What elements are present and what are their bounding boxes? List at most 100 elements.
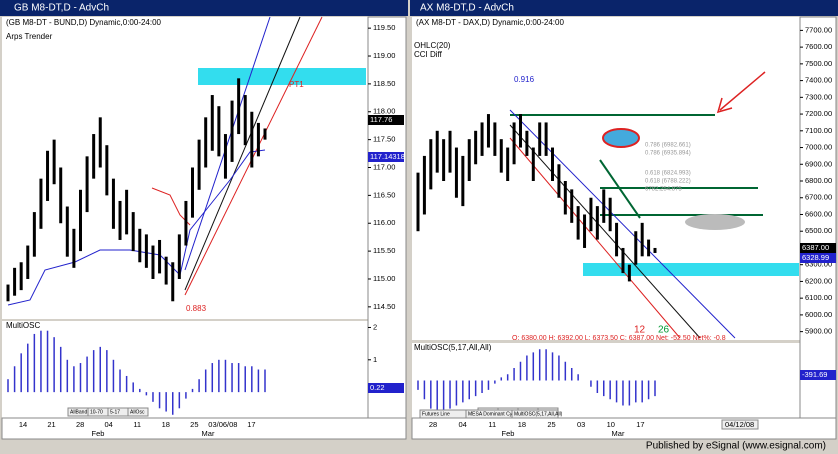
left-titlebar[interactable] xyxy=(0,0,408,16)
y-tick-label: 114.50 xyxy=(373,302,395,311)
y-tick-label: 115.50 xyxy=(373,246,395,255)
ohlc-stats: O: 6380.00 H: 6392.00 L: 6373.50 C: 6387… xyxy=(512,335,726,342)
y-tick-label: 7100.00 xyxy=(805,126,832,135)
fib-label: 0.786 (6982.661) xyxy=(645,143,691,149)
month-label: Mar xyxy=(612,429,625,438)
y-tick-label: 117.50 xyxy=(373,135,395,144)
price-tag-bg xyxy=(368,152,404,162)
date-label: 10 xyxy=(607,420,615,429)
left-date-axis xyxy=(1,417,407,440)
price-tag-bg xyxy=(800,243,836,253)
left-price-pane xyxy=(2,17,368,319)
window-title: AX M8-DT,D - AdvCh xyxy=(420,3,514,14)
date-label: 03 xyxy=(577,420,585,429)
date-label: 04 xyxy=(104,420,112,429)
fib-label: 0.786 (6935.894) xyxy=(645,151,691,157)
date-label: 14 xyxy=(19,420,27,429)
y-tick-label: 7000.00 xyxy=(805,143,832,152)
bottom-tab-label: MESA Dominant Cycle xyxy=(468,411,519,417)
tab[interactable] xyxy=(127,407,149,417)
bottom-tab-label: Futures Line xyxy=(422,411,450,417)
y-tick-label: 119.00 xyxy=(373,51,395,60)
date-label: 28 xyxy=(76,420,84,429)
y-tick-label: 115.00 xyxy=(373,274,395,283)
channel-line xyxy=(509,137,681,339)
level-line xyxy=(599,159,641,219)
y-tick-label: 6000.00 xyxy=(805,310,832,319)
annotation: 26 xyxy=(658,325,670,336)
date-box xyxy=(721,419,759,430)
target-zone xyxy=(198,68,366,85)
price-tag-bg xyxy=(368,115,404,125)
y-tick-label: 7600.00 xyxy=(805,42,832,51)
price-tag: -391.69 xyxy=(802,370,827,379)
target-ellipse xyxy=(685,214,745,230)
date-label: 11 xyxy=(488,420,496,429)
arrow xyxy=(719,71,766,111)
price-tag: 6387.00 xyxy=(802,243,829,252)
y-tick-label: 5900.00 xyxy=(805,327,832,336)
y-tick-label: 7200.00 xyxy=(805,109,832,118)
tab-label: AllOsc xyxy=(130,409,145,415)
price-tag: 117.76 xyxy=(370,115,392,124)
date-label: 03/06/08 xyxy=(208,420,237,429)
month-label: Mar xyxy=(202,429,215,438)
price-tag-bg xyxy=(368,383,404,393)
annotation: PT1 xyxy=(289,80,304,89)
month-label: Feb xyxy=(502,429,515,438)
study-name: CCI Diff xyxy=(414,50,443,59)
trend-line xyxy=(184,16,323,296)
y-tick-label: 7400.00 xyxy=(805,76,832,85)
arrow-head xyxy=(716,97,733,114)
y-tick-label: 118.50 xyxy=(373,79,395,88)
y-tick-label: 117.00 xyxy=(373,162,395,171)
bottom-tab-label: MultiOSC(5,17,All,All) xyxy=(514,411,563,417)
price-tag: 0.22 xyxy=(370,383,385,392)
y-tick-label: 7500.00 xyxy=(805,59,832,68)
price-tag: 117.14318 xyxy=(370,152,405,161)
date-label: 17 xyxy=(247,420,255,429)
chart-header: (AX M8-DT - DAX,D) Dynamic,0:00-24:00 xyxy=(416,18,564,27)
osc-title: MultiOSC(5,17,All,All) xyxy=(414,343,492,352)
footer: Published by eSignal (www.esignal.com) xyxy=(646,441,826,452)
trend-line xyxy=(184,16,271,271)
y-tick-label: 118.00 xyxy=(373,107,395,116)
month-label: Feb xyxy=(92,429,105,438)
right-osc-pane xyxy=(412,343,800,418)
right-titlebar[interactable] xyxy=(410,0,838,16)
y-tick-label: 6900.00 xyxy=(805,159,832,168)
y-tick-label: 6100.00 xyxy=(805,293,832,302)
annotation: 12 xyxy=(634,325,646,336)
y-tick-label: 116.50 xyxy=(373,190,395,199)
date-label: 21 xyxy=(47,420,55,429)
fib-label: 0.618 (6824.993) xyxy=(645,171,691,177)
price-tag-bg xyxy=(800,370,836,380)
tab-label: 10-70 xyxy=(90,409,103,415)
chart-header: (GB M8-DT - BUND,D) Dynamic,0:00-24:00 xyxy=(6,18,162,27)
study-name: OHLC(20) xyxy=(414,41,451,50)
annotation: 0.883 xyxy=(186,304,207,313)
y-tick-label: 6300.00 xyxy=(805,260,832,269)
date-box-label: 04/12/08 xyxy=(725,420,754,429)
right-axis xyxy=(799,16,837,419)
y-tick-label: 6200.00 xyxy=(805,276,832,285)
y-tick-label: 7700.00 xyxy=(805,25,832,34)
osc-tick-label: 1 xyxy=(373,355,377,364)
date-label: 18 xyxy=(162,420,170,429)
channel-line xyxy=(509,124,701,339)
y-tick-label: 116.00 xyxy=(373,218,395,227)
date-label: 25 xyxy=(190,420,198,429)
annotation: 0.916 xyxy=(514,75,535,84)
osc-tick-label: 2 xyxy=(373,322,377,331)
bottom-tab[interactable] xyxy=(511,409,559,419)
window-title: GB M8-DT,D - AdvCh xyxy=(14,3,109,14)
y-tick-label: 119.50 xyxy=(373,23,395,32)
study-name: Arps Trender xyxy=(6,32,53,41)
y-tick-label: 6700.00 xyxy=(805,193,832,202)
date-label: 17 xyxy=(636,420,644,429)
y-tick-label: 6500.00 xyxy=(805,226,832,235)
price-tag: 6328.99 xyxy=(802,253,829,262)
tab-label: 5-17 xyxy=(110,409,120,415)
target-ellipse xyxy=(602,128,640,148)
